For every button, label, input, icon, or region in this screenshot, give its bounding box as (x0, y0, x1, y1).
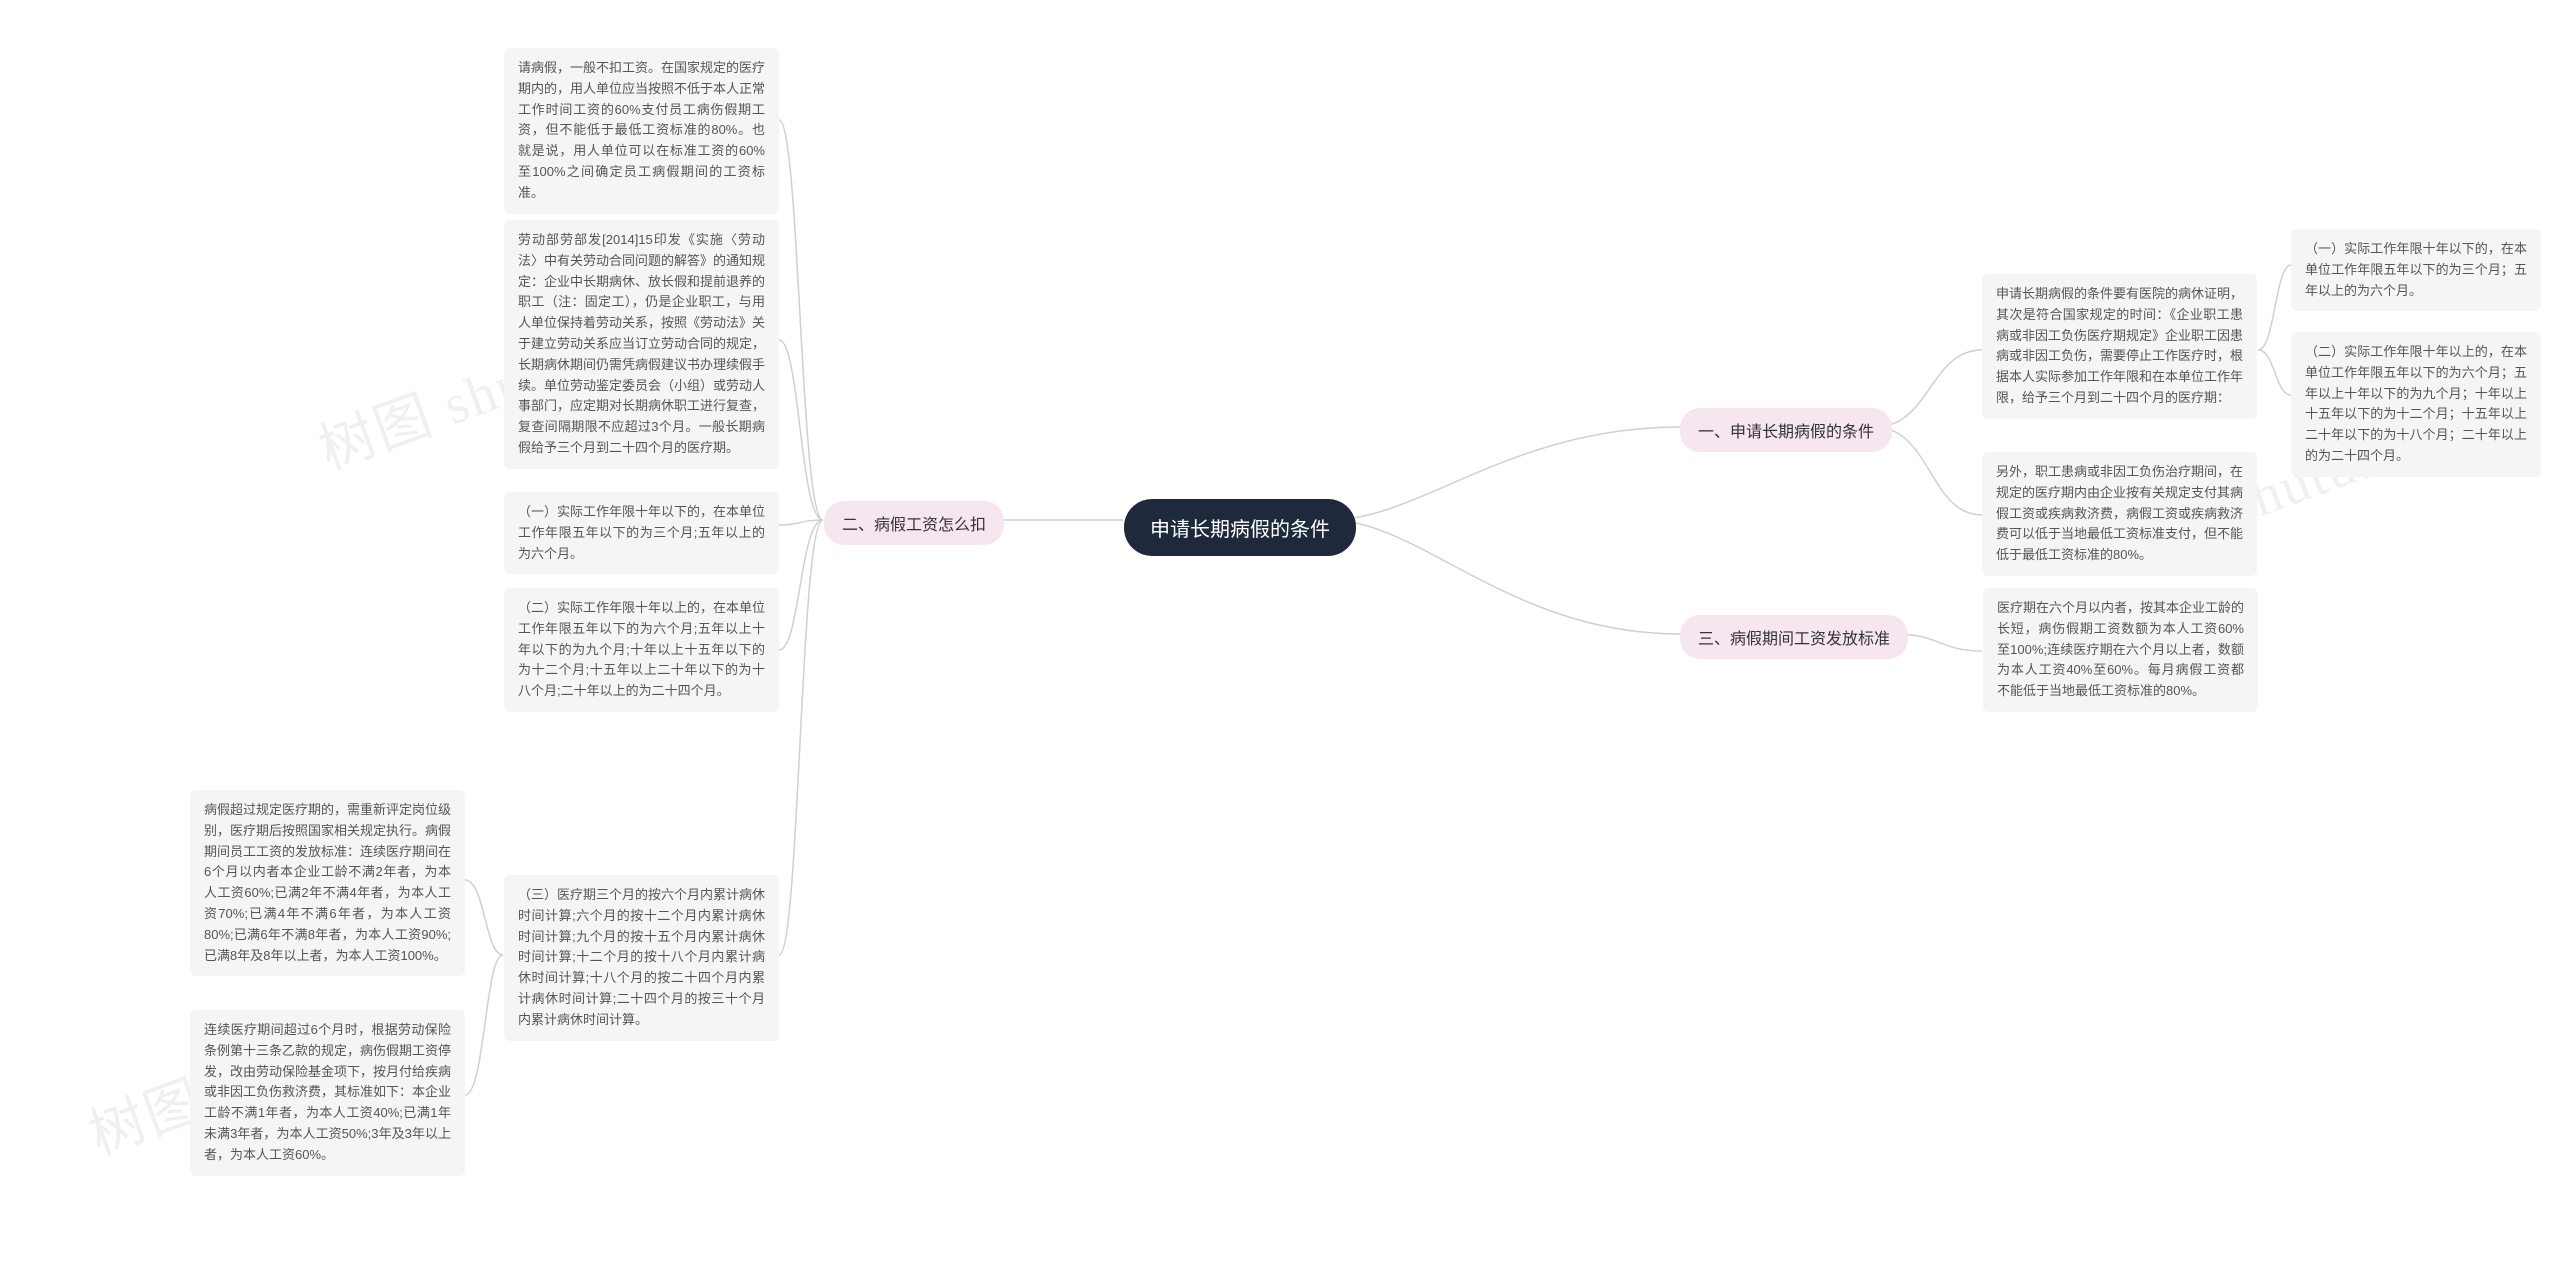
leaf-node: （三）医疗期三个月的按六个月内累计病休时间计算;六个月的按十二个月内累计病休时间… (504, 875, 779, 1041)
leaf-node: 医疗期在六个月以内者，按其本企业工龄的长短，病伤假期工资数额为本人工资60%至1… (1983, 588, 2258, 712)
leaf-node: （二）实际工作年限十年以上的，在本单位工作年限五年以下的为六个月；五年以上十年以… (2291, 332, 2541, 477)
leaf-node: 连续医疗期间超过6个月时，根据劳动保险条例第十三条乙款的规定，病伤假期工资停发，… (190, 1010, 465, 1176)
center-node: 申请长期病假的条件 (1124, 499, 1356, 556)
leaf-node: （一）实际工作年限十年以下的，在本单位工作年限五年以下的为三个月；五年以上的为六… (2291, 229, 2541, 311)
branch-conditions: 一、申请长期病假的条件 (1680, 408, 1892, 452)
leaf-node: 另外，职工患病或非因工负伤治疗期间，在规定的医疗期内由企业按有关规定支付其病假工… (1982, 452, 2257, 576)
leaf-node: （一）实际工作年限十年以下的，在本单位工作年限五年以下的为三个月;五年以上的为六… (504, 492, 779, 574)
branch-salary-standard: 三、病假期间工资发放标准 (1680, 615, 1908, 659)
leaf-node: 请病假，一般不扣工资。在国家规定的医疗期内的，用人单位应当按照不低于本人正常工作… (504, 48, 779, 214)
branch-salary-deduction: 二、病假工资怎么扣 (824, 501, 1004, 545)
leaf-node: 申请长期病假的条件要有医院的病休证明，其次是符合国家规定的时间：《企业职工患病或… (1982, 274, 2257, 419)
leaf-node: 病假超过规定医疗期的，需重新评定岗位级别，医疗期后按照国家相关规定执行。病假期间… (190, 790, 465, 976)
leaf-node: （二）实际工作年限十年以上的，在本单位工作年限五年以下的为六个月;五年以上十年以… (504, 588, 779, 712)
leaf-node: 劳动部劳部发[2014]15印发《实施〈劳动法〉中有关劳动合同问题的解答》的通知… (504, 220, 779, 469)
